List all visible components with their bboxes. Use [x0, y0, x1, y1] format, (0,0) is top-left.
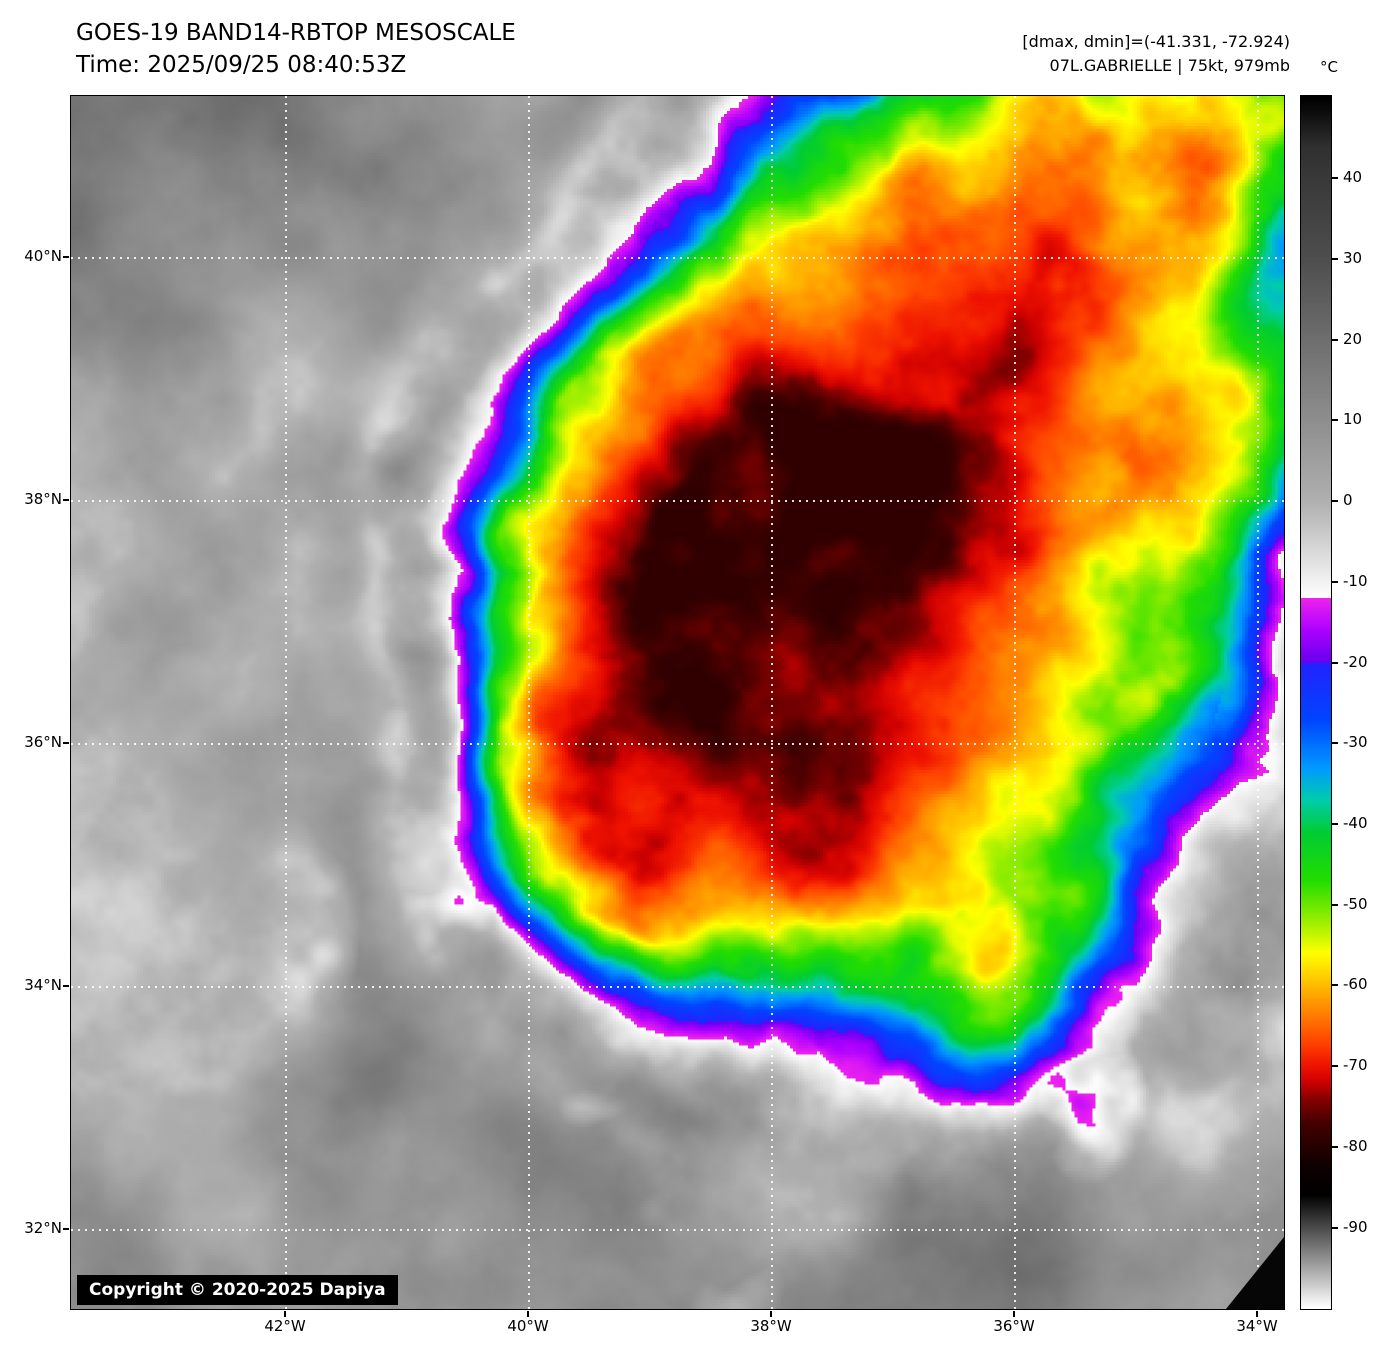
satellite-map: Copyright © 2020-2025 Dapiya: [70, 95, 1285, 1310]
lat-axis-tick: [63, 498, 69, 501]
colorbar-tick-label: -40: [1343, 814, 1368, 832]
colorbar-tick-label: -20: [1343, 652, 1368, 671]
colorbar: [1300, 95, 1332, 1310]
colorbar-tick-label: 10: [1343, 410, 1363, 429]
lat-axis-tick: [63, 741, 69, 744]
colorbar-unit-label: °C: [1320, 58, 1338, 76]
lon-gridline: [528, 96, 531, 1309]
colorbar-tick-label: 40: [1343, 168, 1363, 187]
colorbar-tick: [1332, 742, 1338, 745]
colorbar-tick: [1332, 257, 1338, 260]
lat-label: 34°N: [24, 975, 62, 994]
lon-axis-tick: [1256, 1311, 1259, 1317]
colorbar-tick: [1332, 661, 1338, 664]
colorbar-tick: [1332, 580, 1338, 583]
lat-gridline: [71, 1228, 1284, 1231]
colorbar-tick-label: -30: [1343, 733, 1368, 752]
lon-axis-tick: [527, 1311, 530, 1317]
colorbar-tick-label: 30: [1343, 248, 1363, 267]
colorbar-tick-label: -60: [1343, 975, 1368, 994]
copyright-badge: Copyright © 2020-2025 Dapiya: [77, 1275, 398, 1305]
satellite-image-canvas: [71, 96, 1284, 1309]
lat-gridline: [71, 256, 1284, 259]
colorbar-tick-label: 20: [1343, 329, 1363, 348]
lon-axis-tick: [1013, 1311, 1016, 1317]
readouts: [dmax, dmin]=(-41.331, -72.924) 07L.GABR…: [1022, 30, 1290, 78]
lon-label: 40°W: [507, 1317, 549, 1335]
colorbar-tick-label: 0: [1343, 491, 1353, 510]
colorbar-tick: [1332, 1226, 1338, 1229]
lon-gridline: [771, 96, 774, 1309]
colorbar-tick: [1332, 984, 1338, 987]
lat-label: 36°N: [24, 732, 62, 751]
lon-axis-tick: [770, 1311, 773, 1317]
colorbar-tick: [1332, 338, 1338, 341]
lat-label: 32°N: [24, 1218, 62, 1237]
lat-axis-tick: [63, 984, 69, 987]
lon-label: 42°W: [264, 1317, 306, 1335]
colorbar-tick: [1332, 500, 1338, 503]
lat-label: 40°N: [24, 246, 62, 265]
colorbar-tick-label: -70: [1343, 1056, 1368, 1075]
product-title: GOES-19 BAND14-RBTOP MESOSCALE: [76, 20, 516, 46]
product-timestamp: Time: 2025/09/25 08:40:53Z: [76, 52, 407, 78]
colorbar-tick: [1332, 177, 1338, 180]
colorbar-tick-label: -80: [1343, 1136, 1368, 1155]
storm-info: 07L.GABRIELLE | 75kt, 979mb: [1049, 56, 1290, 75]
lat-axis-tick: [63, 1227, 69, 1230]
colorbar-tick-label: -90: [1343, 1217, 1368, 1236]
colorbar-tick: [1332, 823, 1338, 825]
lon-label: 36°W: [993, 1317, 1035, 1335]
colorbar-tick: [1332, 1065, 1338, 1068]
colorbar-tick: [1332, 1145, 1338, 1148]
lat-gridline: [71, 499, 1284, 502]
lon-axis-tick: [284, 1311, 287, 1317]
colorbar-tick: [1332, 903, 1338, 906]
lon-label: 34°W: [1236, 1317, 1278, 1335]
lon-gridline: [1257, 96, 1260, 1309]
lat-gridline: [71, 742, 1284, 745]
colorbar-tick-label: -50: [1343, 894, 1368, 913]
lon-gridline: [1014, 96, 1017, 1309]
colorbar-tick: [1332, 419, 1338, 422]
lat-axis-tick: [63, 255, 69, 258]
lon-gridline: [285, 96, 288, 1309]
colorbar-tick-label: -10: [1343, 571, 1368, 590]
lat-gridline: [71, 985, 1284, 988]
dmax-dmin-readout: [dmax, dmin]=(-41.331, -72.924): [1022, 32, 1290, 51]
colorbar-gradient: [1301, 96, 1331, 1309]
lat-label: 38°N: [24, 489, 62, 508]
lon-label: 38°W: [750, 1317, 792, 1335]
